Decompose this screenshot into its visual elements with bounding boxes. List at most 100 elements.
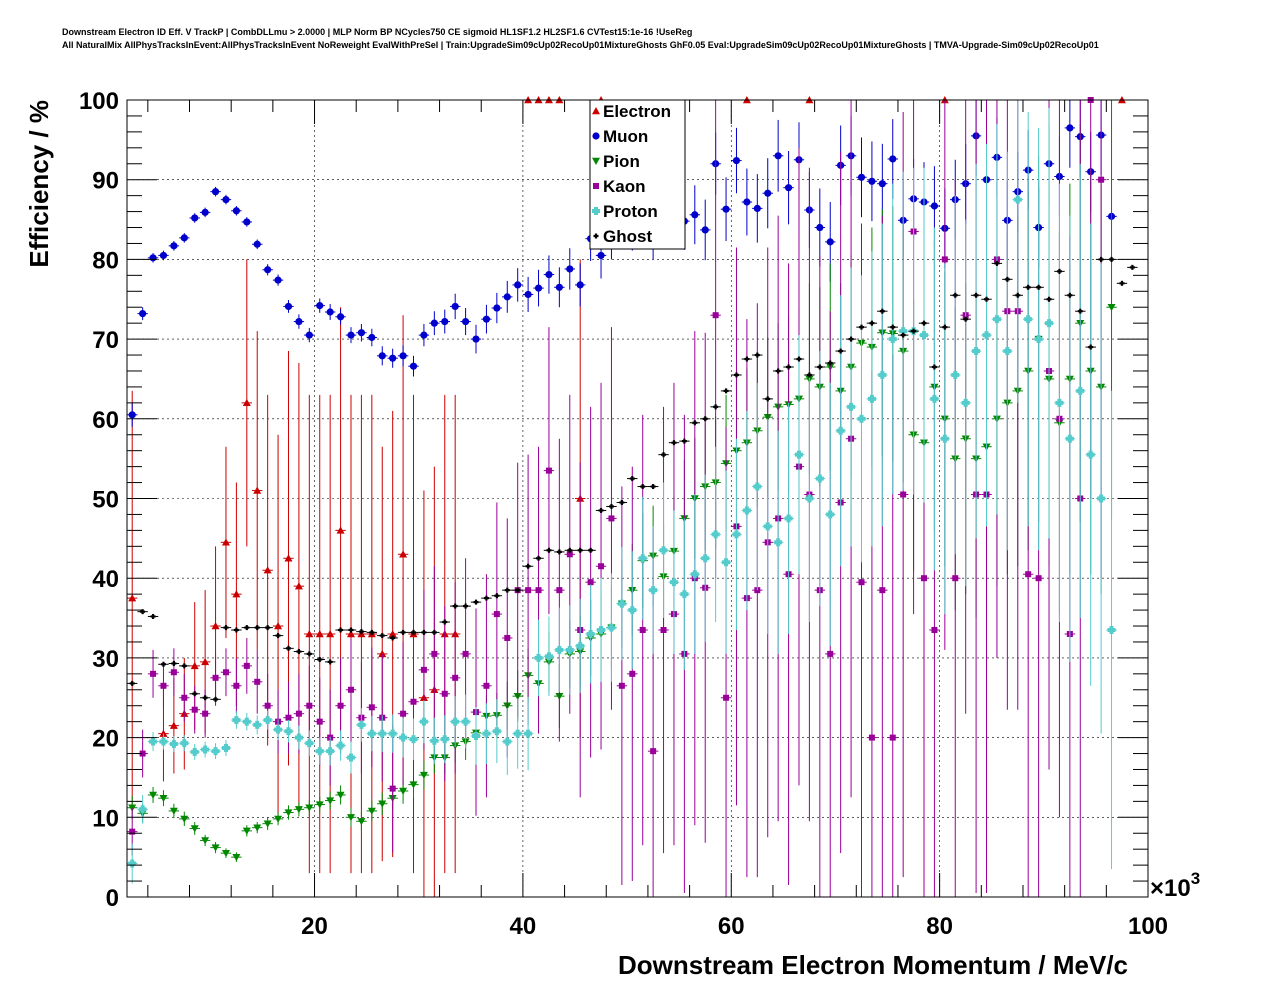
chart-title-line-2: All NaturalMix AllPhysTracksInEvent:AllP… (62, 40, 1099, 50)
legend-box (589, 99, 686, 250)
data-point (524, 290, 532, 299)
data-point (367, 729, 376, 738)
data-point (410, 698, 417, 705)
data-point (1088, 344, 1094, 350)
data-point (868, 177, 876, 185)
data-point (607, 623, 616, 632)
data-point (1065, 434, 1074, 443)
data-point (712, 312, 719, 319)
data-point (316, 718, 323, 725)
x-axis-multiplier-base: ×10 (1150, 875, 1191, 902)
data-point (243, 662, 250, 669)
data-point (140, 609, 146, 615)
data-point (263, 566, 272, 574)
data-point (555, 645, 564, 654)
data-point (201, 837, 210, 845)
data-point (419, 717, 428, 726)
data-point (389, 785, 396, 792)
data-point (201, 208, 209, 216)
data-point (243, 218, 251, 226)
data-point (336, 526, 345, 534)
data-point (211, 622, 220, 630)
x-tick-label-0: 20 (301, 913, 328, 940)
data-point (232, 853, 241, 862)
legend-marker-muon (592, 132, 600, 140)
data-point (180, 739, 189, 748)
data-point (452, 603, 458, 609)
data-point (1066, 124, 1074, 132)
data-point (774, 152, 782, 160)
data-point (1107, 626, 1116, 635)
data-point (514, 281, 522, 289)
chart-title-line-1: Downstream Electron ID Eff. V TrackP | C… (62, 27, 693, 37)
data-point (661, 452, 667, 458)
data-point (587, 579, 594, 586)
data-point (213, 696, 219, 702)
series-proton (127, 100, 1117, 884)
data-point (169, 721, 178, 729)
data-point (1098, 176, 1105, 183)
data-point (201, 657, 210, 666)
data-point (784, 184, 793, 192)
data-point (316, 302, 324, 310)
data-point (389, 354, 397, 362)
data-point (806, 372, 812, 378)
data-point (409, 735, 418, 744)
data-point (452, 674, 459, 681)
data-point (472, 335, 480, 343)
data-point (170, 669, 177, 676)
data-point (409, 362, 418, 370)
data-point (869, 320, 875, 326)
data-point (285, 714, 292, 721)
data-point (921, 575, 928, 582)
data-point (378, 800, 387, 808)
data-point (525, 563, 531, 569)
data-point (337, 702, 344, 709)
data-point (295, 317, 303, 326)
data-point (233, 627, 239, 633)
data-point (503, 293, 511, 301)
data-point (150, 670, 157, 677)
data-point (483, 595, 489, 601)
data-point (722, 205, 730, 213)
data-point (827, 360, 833, 366)
data-point (263, 820, 272, 828)
data-point (296, 649, 302, 655)
data-point (1097, 494, 1106, 503)
data-point (525, 587, 532, 594)
data-point (890, 324, 896, 330)
data-point (879, 308, 885, 314)
data-point (889, 734, 896, 741)
data-point (263, 716, 272, 725)
data-point (264, 702, 271, 709)
data-point (492, 727, 501, 736)
data-point (159, 794, 168, 803)
data-point (743, 198, 751, 206)
data-point (190, 825, 199, 833)
data-point (650, 484, 656, 490)
y-tick-label-2: 20 (92, 726, 119, 753)
data-point (326, 747, 335, 756)
data-point (274, 276, 282, 284)
data-point (556, 587, 563, 594)
data-point (763, 522, 772, 531)
data-point (357, 329, 366, 337)
data-point (358, 629, 364, 635)
data-point (827, 650, 834, 657)
data-point (723, 694, 730, 701)
data-point (274, 815, 283, 823)
data-point (284, 809, 293, 817)
data-point (597, 251, 605, 260)
data-point (461, 317, 470, 326)
data-point (221, 538, 230, 546)
data-point (275, 633, 281, 639)
data-point (482, 729, 491, 738)
data-point (649, 586, 658, 595)
data-point (346, 814, 355, 822)
data-point (223, 625, 229, 631)
data-point (419, 771, 428, 780)
data-point (129, 828, 136, 835)
data-point (357, 818, 366, 826)
data-point (1013, 195, 1022, 204)
data-point (1015, 292, 1021, 298)
